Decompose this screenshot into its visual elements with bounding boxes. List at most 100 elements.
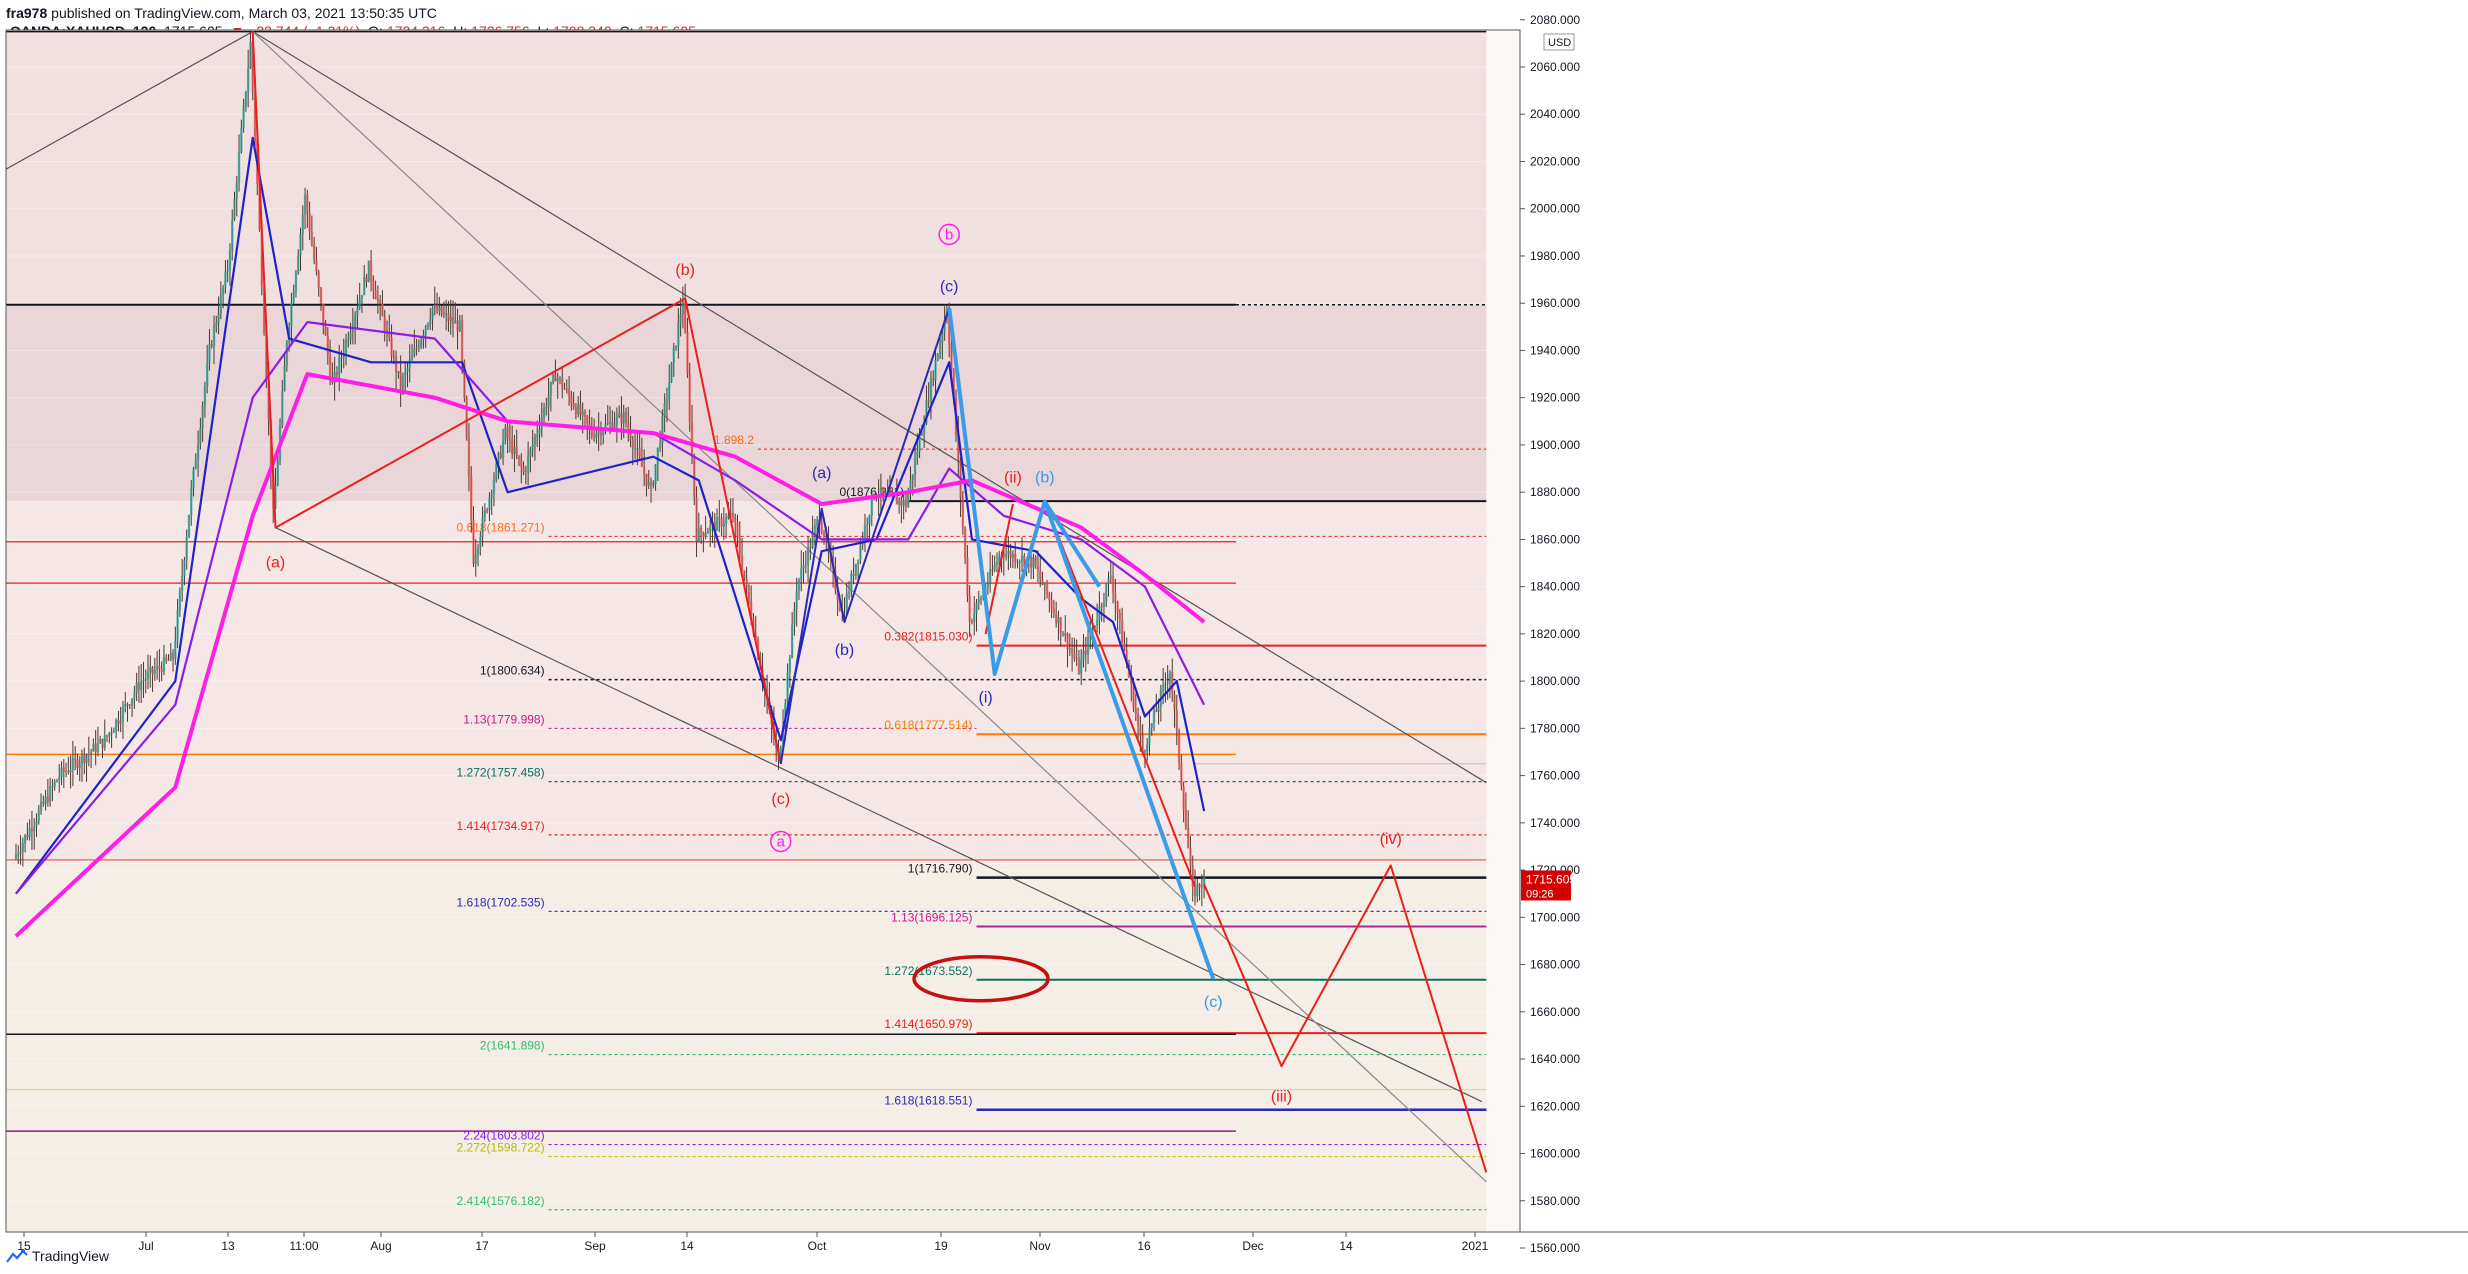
candle-body-420	[970, 621, 974, 623]
candle-body-218	[510, 439, 514, 454]
candle-body-316	[734, 517, 737, 523]
author-name[interactable]: fra978	[6, 5, 48, 21]
candle-body-43	[112, 730, 116, 733]
candle-body-513	[1182, 786, 1185, 811]
candle-body-522	[1202, 877, 1206, 887]
candle-body-22	[64, 770, 68, 773]
candle-body-272	[633, 448, 637, 450]
candle-body-393	[909, 479, 912, 494]
candle-body-249	[581, 411, 584, 416]
candle-body-49	[126, 703, 129, 706]
candle-body-39	[103, 735, 106, 748]
level-label-8: 0.382(1815.030)	[884, 630, 972, 644]
candle-body-180	[424, 326, 427, 335]
candle-body-442	[1020, 555, 1024, 562]
candle-body-18	[55, 780, 59, 782]
candle-body-117	[281, 391, 284, 426]
candle-body-200	[470, 476, 473, 521]
candle-body-6	[28, 828, 31, 838]
candle-body-215	[504, 427, 507, 441]
candle-body-167	[394, 356, 398, 373]
time-tick-label-10: Nov	[1029, 1239, 1050, 1253]
candle-body-380	[879, 487, 883, 497]
candle-body-322	[747, 585, 751, 602]
candle-body-423	[977, 599, 980, 603]
candle-body-305	[708, 525, 712, 532]
candle-body-150	[356, 308, 359, 316]
candle-body-402	[929, 378, 933, 402]
price-tick-label-18: 1920.000	[1530, 391, 1580, 405]
candle-body-286	[665, 398, 669, 404]
candle-body-40	[105, 735, 109, 737]
price-axis-background	[1520, 30, 2468, 1232]
candle-body-244	[570, 395, 573, 404]
candle-body-495	[1141, 735, 1144, 753]
candle-body-277	[645, 473, 648, 486]
candle-body-436	[1007, 550, 1010, 554]
candle-body-223	[522, 467, 525, 473]
wave-label-9: (i)	[978, 689, 992, 706]
candle-body-262	[611, 421, 614, 430]
candle-body-310	[720, 517, 723, 527]
candle-body-217	[508, 437, 512, 440]
candle-body-283	[658, 443, 662, 448]
candle-body-491	[1132, 684, 1135, 709]
tradingview-logo[interactable]: TradingView	[6, 1248, 109, 1264]
candle-body-486	[1120, 619, 1124, 643]
candle-body-480	[1107, 577, 1110, 585]
level-label-11: 0.618(1777.514)	[884, 718, 972, 732]
candle-body-186	[438, 306, 441, 312]
candle-body-390	[902, 500, 905, 506]
candle-body-275	[640, 456, 644, 467]
candle-body-261	[608, 421, 612, 423]
candle-body-72	[178, 590, 182, 611]
candle-body-98	[237, 151, 241, 184]
candle-body-417	[963, 527, 967, 558]
moving-average-0	[15, 136, 1206, 895]
price-tick-label-2: 1600.000	[1530, 1147, 1580, 1161]
candle-body-439	[1013, 554, 1017, 563]
candle-body-62	[155, 665, 159, 671]
candle-body-257	[599, 429, 603, 436]
candle-body-253	[590, 426, 594, 436]
candle-body-78	[192, 468, 195, 489]
candle-body-293	[681, 301, 685, 315]
candle-body-440	[1016, 561, 1019, 563]
candle-body-204	[479, 536, 482, 548]
trend-line-1	[252, 31, 1487, 784]
candle-body-87	[212, 326, 216, 346]
candle-body-239	[558, 377, 562, 379]
candle-body-422	[975, 602, 978, 614]
candle-body-84	[205, 362, 209, 386]
wave-label-4: (a)	[812, 465, 832, 482]
candle-body-151	[358, 298, 361, 309]
current-price-badge	[1521, 870, 1571, 901]
time-tick-label-14: 2021	[1462, 1239, 1489, 1253]
candle-body-29	[80, 754, 84, 764]
candle-body-348	[806, 546, 810, 566]
candle-body-17	[53, 781, 56, 787]
candle-body-446	[1029, 556, 1033, 568]
candle-body-129	[308, 213, 311, 232]
candle-body-252	[588, 423, 591, 427]
candle-body-240	[561, 377, 564, 389]
candle-body-75	[185, 537, 188, 561]
candle-body-279	[649, 482, 653, 486]
candle-body-51	[130, 698, 134, 706]
candle-body-263	[613, 424, 616, 430]
candle-body-133	[317, 271, 320, 289]
candle-body-241	[563, 388, 566, 390]
candle-body-164	[388, 331, 391, 338]
candle-body-184	[433, 304, 436, 308]
candle-body-224	[524, 471, 528, 473]
candle-body-88	[215, 322, 218, 327]
candle-body-258	[602, 430, 605, 436]
level-label-27: 2.24(1603.802)	[463, 1129, 544, 1143]
candle-body-188	[442, 313, 446, 315]
candle-body-203	[476, 547, 480, 555]
candle-body-138	[328, 354, 332, 377]
candle-body-227	[531, 444, 534, 450]
candle-body-336	[779, 747, 782, 761]
candle-body-92	[224, 271, 227, 288]
